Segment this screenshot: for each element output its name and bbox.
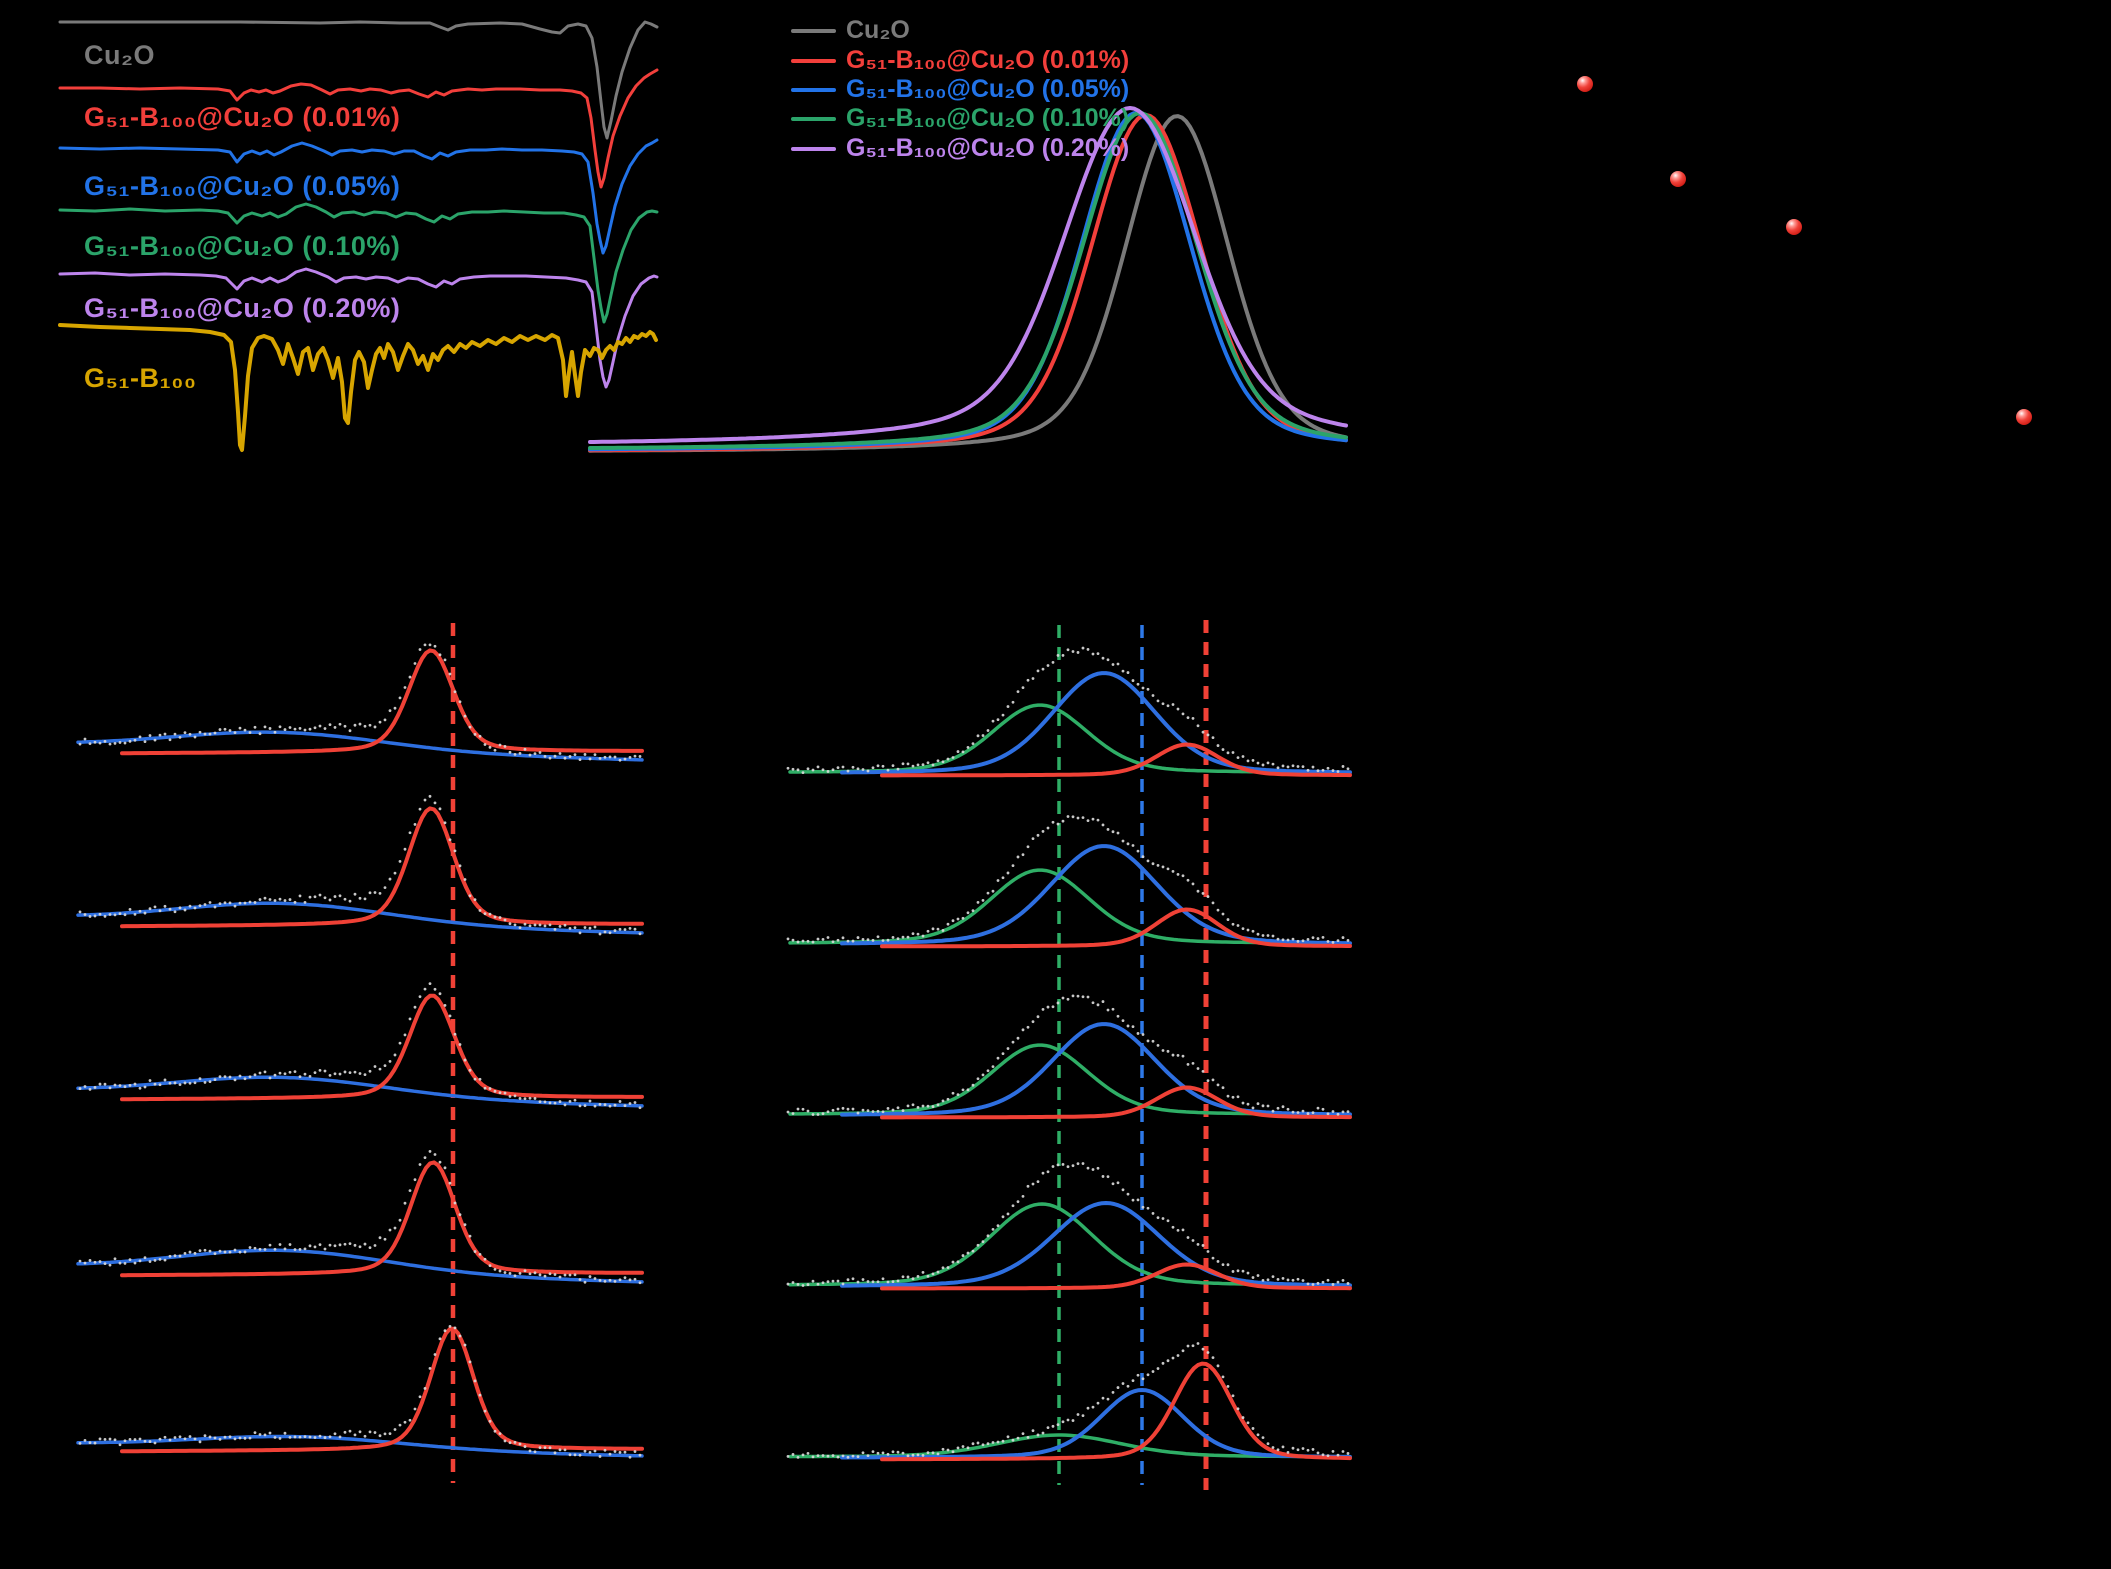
data-point-marker [1670,171,1686,187]
trace-label-g51-b100-cu2o-001: G₅₁-B₁₀₀@Cu₂O (0.01%) [84,102,401,132]
panel-e-peak-fit-curves [786,620,1352,1490]
legend-item-g51-b100-cu2o-010: G₅₁-B₁₀₀@Cu₂O (0.10%) [791,104,1129,133]
trace-label-g51-b100-cu2o-005: G₅₁-B₁₀₀@Cu₂O (0.05%) [84,171,401,201]
legend-item-g51-b100-cu2o-005: G₅₁-B₁₀₀@Cu₂O (0.05%) [791,75,1129,104]
data-point-marker [1577,76,1593,92]
legend-label: Cu₂O [846,16,910,44]
legend-line-swatch-icon [791,146,836,151]
trace-label-g51-b100: G₅₁-B₁₀₀ [84,363,197,393]
legend-line-swatch-icon [791,116,836,121]
legend-label: G₅₁-B₁₀₀@Cu₂O (0.20%) [846,134,1130,162]
trace-label-g51-b100-cu2o-010: G₅₁-B₁₀₀@Cu₂O (0.10%) [84,231,401,261]
data-point-marker [1786,219,1802,235]
panel-d-peak-fit-curves [76,623,644,1483]
legend-line-swatch-icon [791,87,836,92]
data-point-marker [2016,409,2032,425]
legend-item-g51-b100-cu2o-001: G₅₁-B₁₀₀@Cu₂O (0.01%) [791,46,1129,75]
panel-a-spectra-curves [58,20,659,452]
panel-b-peak-overlay-curves [588,106,1348,453]
trace-label-g51-b100-cu2o-020: G₅₁-B₁₀₀@Cu₂O (0.20%) [84,293,401,323]
legend-line-swatch-icon [791,58,836,63]
legend-item-cu2o: Cu₂O [791,16,910,45]
legend-line-swatch-icon [791,28,836,33]
legend-label: G₅₁-B₁₀₀@Cu₂O (0.10%) [846,104,1130,132]
legend-label: G₅₁-B₁₀₀@Cu₂O (0.01%) [846,46,1130,74]
legend-item-g51-b100-cu2o-020: G₅₁-B₁₀₀@Cu₂O (0.20%) [791,134,1129,163]
trace-label-cu2o: Cu₂O [84,40,155,70]
legend-label: G₅₁-B₁₀₀@Cu₂O (0.05%) [846,75,1130,103]
